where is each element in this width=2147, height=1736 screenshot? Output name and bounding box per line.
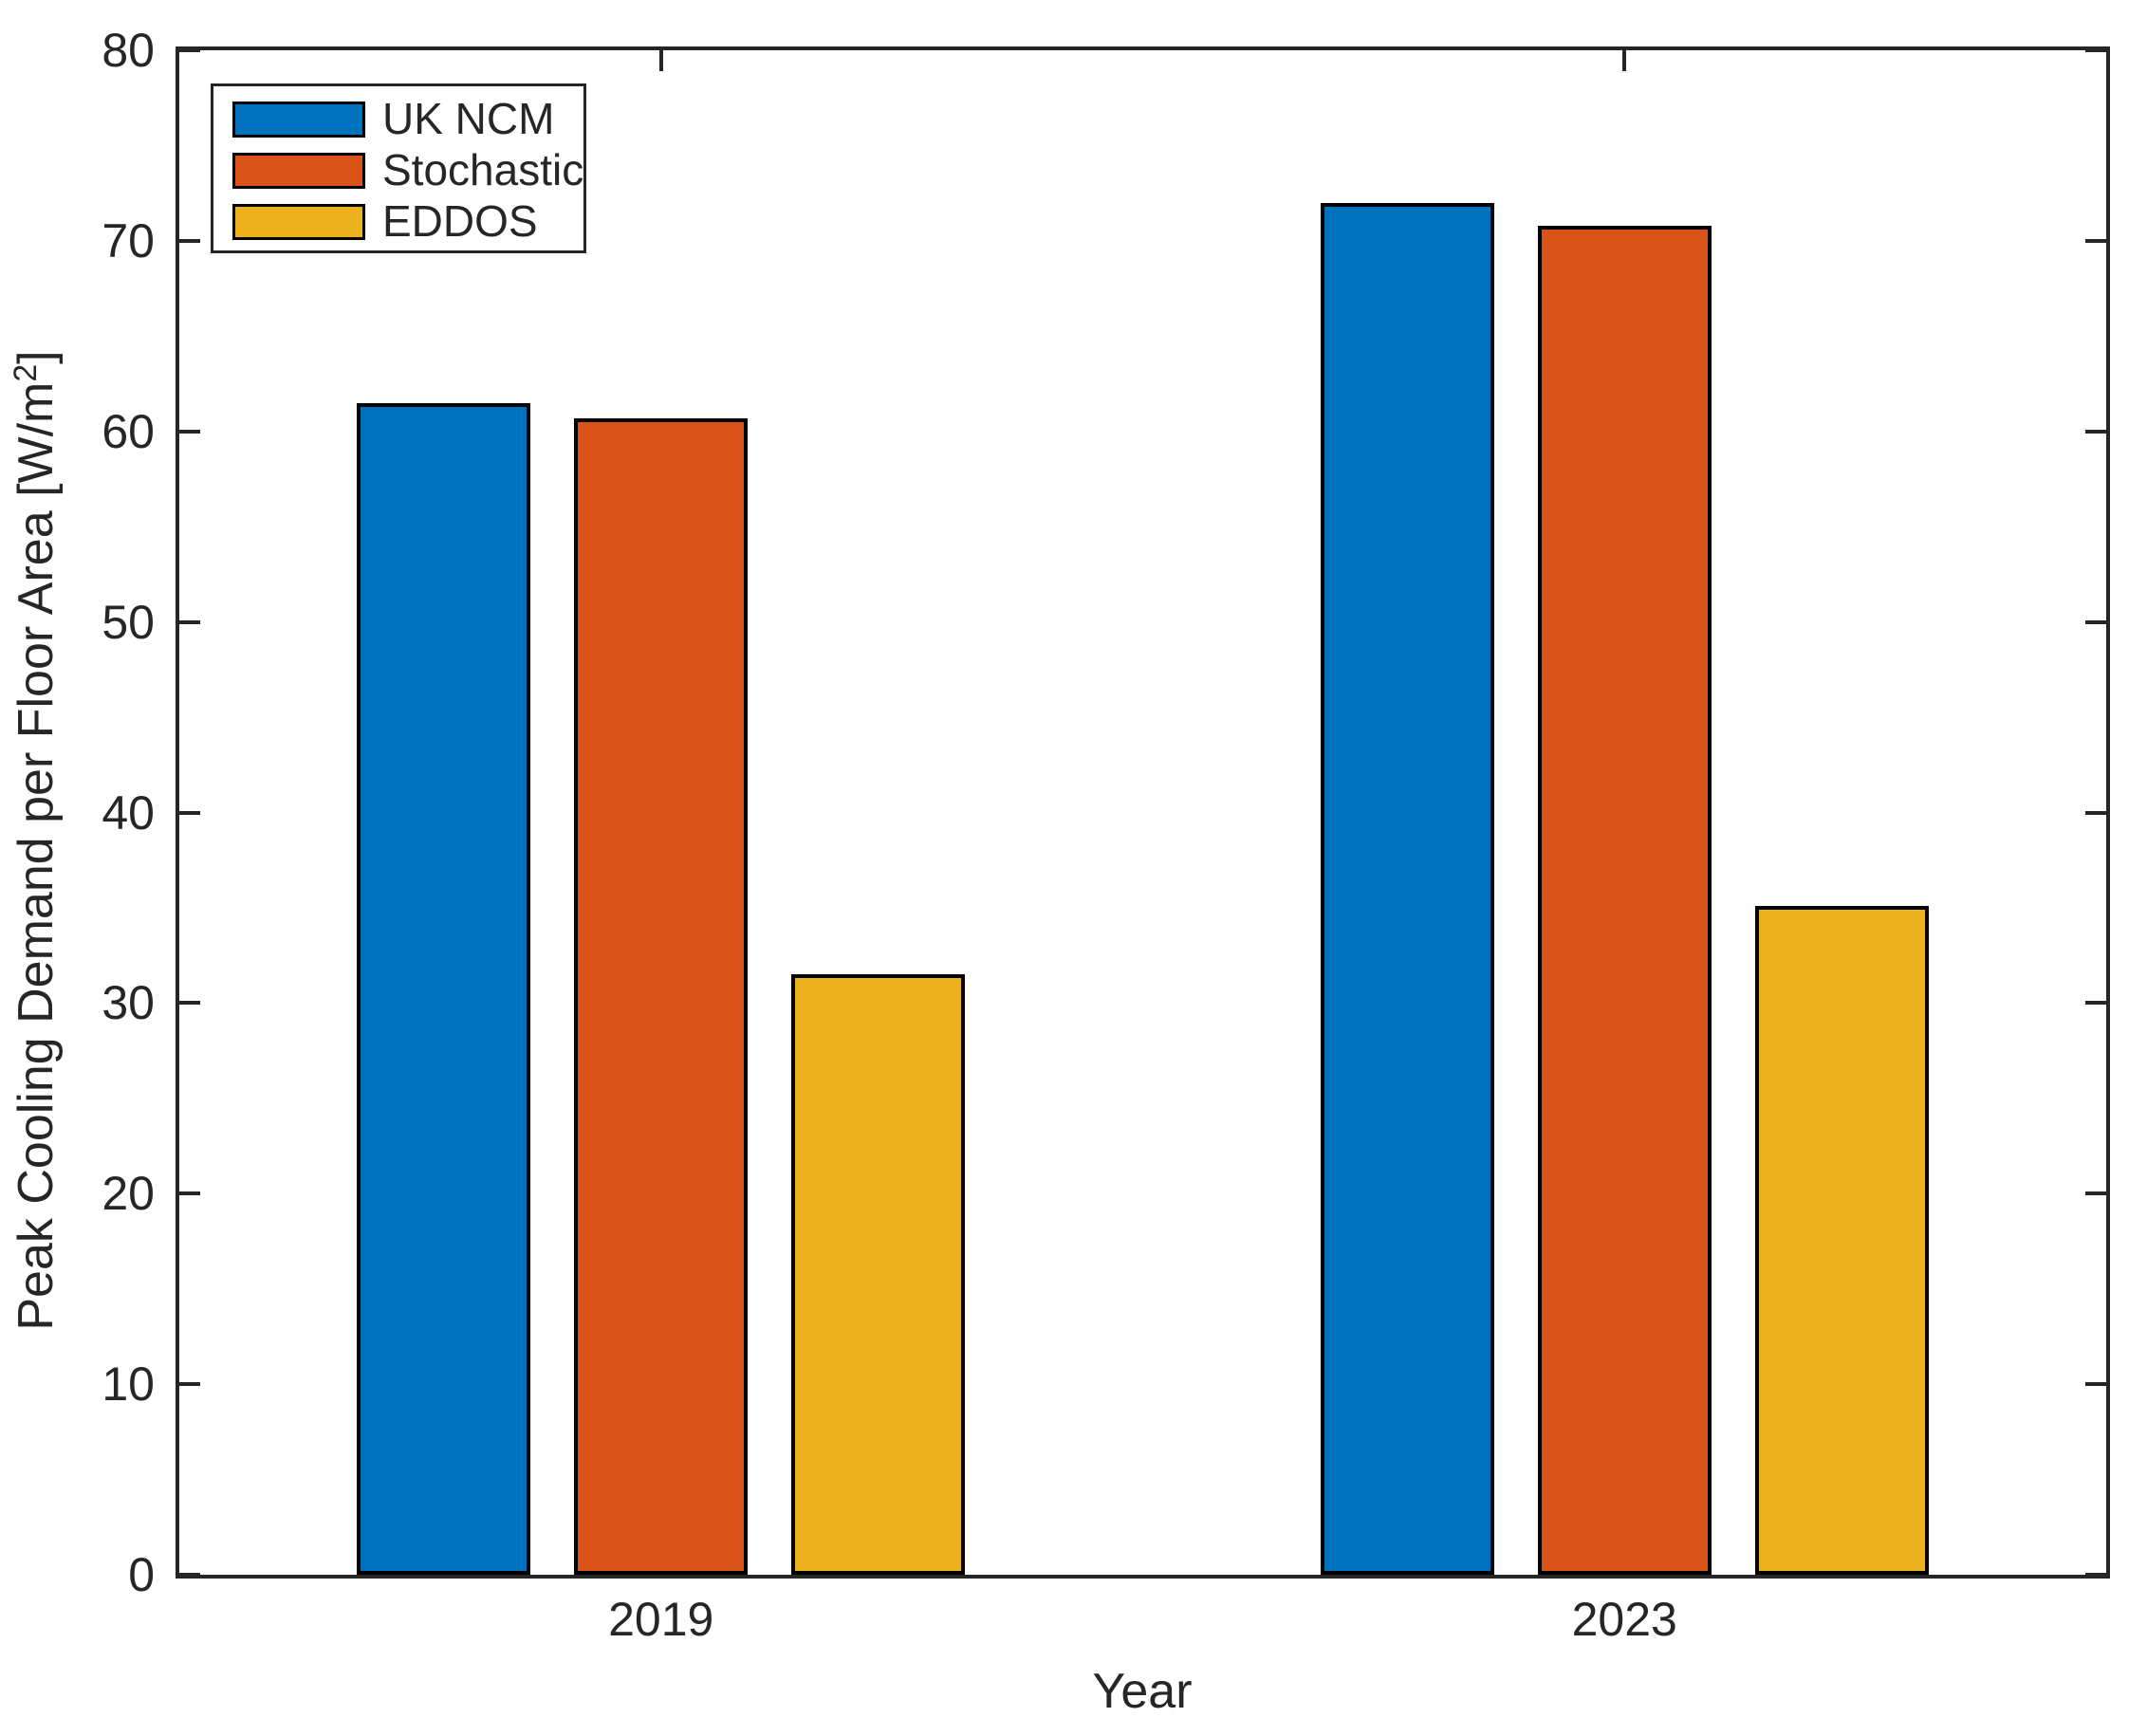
bar-2019-eddos [791,974,966,1575]
legend: UK NCM Stochastic EDDOS [211,83,586,253]
y-tick-label: 70 [102,213,155,268]
y-tick-mark [179,1573,200,1577]
y-tick-mark [179,1382,200,1387]
legend-item: EDDOS [213,199,583,243]
x-tick-label: 2019 [608,1593,714,1646]
y-tick-mark-right [2085,48,2106,52]
legend-item: UK NCM [213,97,583,140]
legend-item-label: UK NCM [382,94,555,144]
y-tick-mark-right [2085,429,2106,434]
y-tick-mark [179,48,200,52]
y-axis-title-superscript: 2 [8,363,45,382]
y-axis-title: Peak Cooling Demand per Floor Area [W/m2… [8,271,67,1410]
legend-swatch [232,153,365,189]
bar-2019-stochastic [574,417,749,1575]
y-tick-mark [179,619,200,624]
y-tick-mark-right [2085,1573,2106,1577]
bar-2019-uk-ncm [357,402,531,1575]
y-tick-mark [179,1191,200,1196]
bar-2023-uk-ncm [1320,202,1494,1575]
y-tick-label: 40 [102,785,155,840]
y-tick-mark-right [2085,1001,2106,1006]
y-axis-title-text: Peak Cooling Demand per Floor Area [W/m [9,381,64,1331]
legend-item-label: EDDOS [382,196,538,247]
legend-item: Stochastic [213,148,583,192]
y-tick-mark-right [2085,810,2106,815]
y-tick-label: 50 [102,595,155,649]
legend-swatch [232,204,365,240]
legend-item-label: Stochastic [382,145,584,195]
y-tick-label: 80 [102,24,155,77]
x-tick-mark-top [1622,50,1627,71]
y-tick-mark [179,429,200,434]
bar-2023-stochastic [1537,225,1712,1575]
y-tick-mark [179,1001,200,1006]
y-tick-mark-right [2085,619,2106,624]
y-tick-mark-right [2085,1382,2106,1387]
legend-swatch [232,102,365,138]
bar-2023-eddos [1754,905,1929,1575]
y-tick-label: 0 [128,1548,155,1601]
y-tick-mark [179,238,200,243]
y-tick-label: 20 [102,1167,155,1221]
y-tick-mark-right [2085,1191,2106,1196]
y-tick-mark [179,810,200,815]
x-axis-title: Year [1092,1664,1193,1719]
x-tick-label: 2023 [1571,1593,1677,1646]
y-axis-title-suffix: ] [9,350,64,364]
y-tick-label: 10 [102,1357,155,1412]
y-tick-mark-right [2085,238,2106,243]
x-tick-mark-top [658,50,663,71]
y-tick-label: 60 [102,404,155,458]
y-tick-label: 30 [102,976,155,1030]
plot-area [176,46,2110,1579]
